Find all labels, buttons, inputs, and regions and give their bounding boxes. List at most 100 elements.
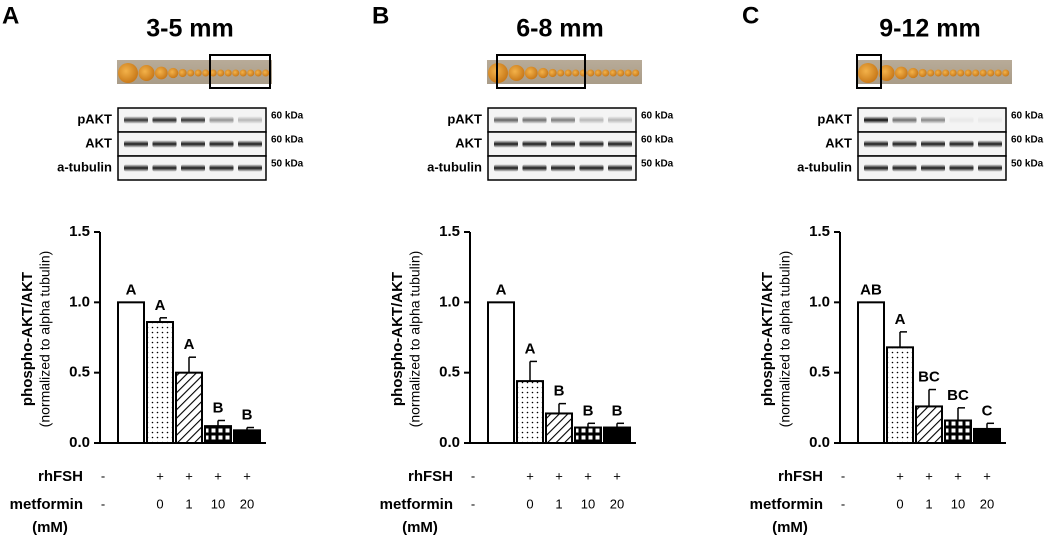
row-unit: (mM) — [772, 519, 808, 536]
follicle — [224, 69, 232, 77]
row-unit: (mM) — [32, 519, 68, 536]
follicle — [894, 66, 908, 80]
blot-band — [892, 116, 917, 124]
panel: B 6-8 mm pAKT 60 kDa AKT 60 kDa a-tubulin 50 kD… — [372, 2, 674, 536]
blot-band — [209, 116, 234, 124]
bar — [915, 405, 943, 444]
row-value: + — [185, 468, 193, 483]
follicle — [987, 69, 995, 77]
follicle — [217, 69, 225, 77]
follicle — [538, 67, 549, 79]
blot-band — [608, 164, 632, 172]
significance-letter: B — [554, 383, 565, 400]
blot-band — [124, 140, 148, 148]
follicle — [994, 69, 1002, 77]
blot-band — [494, 116, 518, 124]
row-value: + — [925, 468, 933, 483]
follicle — [964, 69, 972, 77]
y-axis-label: phospho-AKT/AKT — [759, 272, 776, 406]
follicle — [232, 69, 240, 77]
y-tick-label: 1.5 — [439, 223, 460, 240]
row-value: + — [214, 468, 222, 483]
bar — [944, 419, 972, 445]
follicle — [138, 65, 155, 81]
follicle — [202, 69, 210, 77]
follicle — [624, 69, 632, 77]
blot-band — [608, 116, 632, 124]
blot-band — [921, 140, 945, 148]
blot-band — [579, 164, 604, 172]
significance-letter: B — [612, 402, 623, 419]
follicle — [942, 69, 950, 77]
blot-band — [494, 140, 518, 148]
follicle — [254, 69, 262, 77]
panel-label: A — [2, 2, 19, 29]
bar — [487, 301, 515, 445]
follicle — [118, 63, 138, 83]
panel: C 9-12 mm pAKT 60 kDa AKT 60 kDa a-tubulin 50 k… — [742, 2, 1044, 536]
blot-band — [864, 140, 888, 148]
panel-title: 6-8 mm — [516, 15, 604, 43]
follicle — [247, 69, 255, 77]
strip-highlight — [209, 54, 271, 89]
bar — [574, 426, 602, 445]
follicle — [949, 69, 957, 77]
follicle — [262, 69, 270, 77]
blot-band — [579, 140, 604, 148]
blot-band — [978, 140, 1002, 148]
bar — [117, 301, 145, 445]
bar — [973, 427, 1001, 444]
significance-letter: A — [496, 281, 507, 298]
bar — [603, 426, 631, 445]
row-value: 0 — [896, 496, 903, 511]
row-label: rhFSH — [38, 468, 83, 485]
row-label: metformin — [10, 496, 83, 513]
panel-title: 9-12 mm — [879, 15, 980, 43]
blot-size: 50 kDa — [641, 159, 674, 170]
follicle — [587, 69, 595, 77]
blot-band — [238, 116, 262, 124]
blot-band — [921, 116, 945, 124]
bar — [886, 346, 914, 445]
blot-band — [921, 164, 945, 172]
significance-letter: AB — [860, 281, 882, 298]
blot-band — [978, 116, 1002, 124]
blot-label: pAKT — [77, 111, 112, 126]
blot-label: AKT — [455, 135, 482, 150]
follicle — [194, 69, 202, 77]
blot-band — [892, 140, 917, 148]
y-tick-label: 1.5 — [809, 223, 830, 240]
blot-band — [152, 140, 177, 148]
y-tick-label: 1.0 — [69, 293, 90, 310]
follicle — [1002, 69, 1010, 77]
blot-band — [892, 164, 917, 172]
blot-band — [551, 116, 575, 124]
y-axis-label: (normalized to alpha tubulin) — [407, 251, 423, 428]
row-value: - — [841, 496, 845, 511]
significance-letter: C — [982, 402, 993, 419]
blot-band — [522, 164, 547, 172]
row-value: 20 — [610, 496, 624, 511]
y-axis-label: phospho-AKT/AKT — [389, 272, 406, 406]
row-value: 1 — [925, 496, 932, 511]
follicle — [927, 69, 935, 77]
strip-highlight — [856, 54, 882, 89]
blot-band — [949, 140, 974, 148]
blot-label: a-tubulin — [427, 159, 482, 174]
follicle — [979, 69, 987, 77]
row-value: + — [156, 468, 164, 483]
blot-label: pAKT — [817, 111, 852, 126]
y-tick-label: 0.0 — [809, 434, 830, 451]
blot-label: AKT — [825, 135, 852, 150]
row-value: + — [896, 468, 904, 483]
follicle — [564, 69, 572, 77]
blot-band — [209, 140, 234, 148]
follicle — [918, 68, 927, 78]
follicle — [594, 69, 602, 77]
blot-size: 60 kDa — [1011, 135, 1044, 146]
bar — [204, 425, 232, 444]
row-value: 1 — [555, 496, 562, 511]
blot-label: a-tubulin — [57, 159, 112, 174]
follicle — [209, 69, 217, 77]
blot-band — [579, 116, 604, 124]
